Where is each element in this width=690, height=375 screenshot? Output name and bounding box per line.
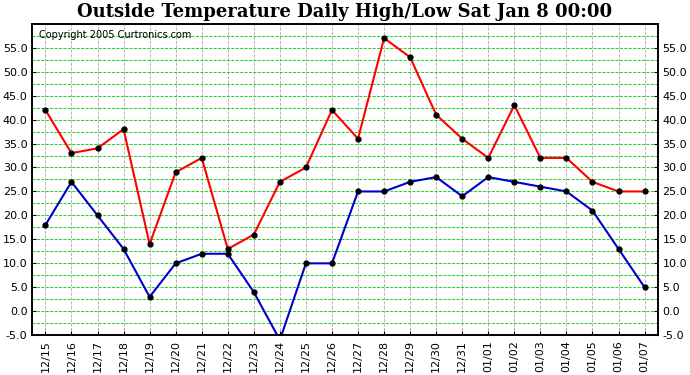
Text: Copyright 2005 Curtronics.com: Copyright 2005 Curtronics.com — [39, 30, 191, 40]
Title: Outside Temperature Daily High/Low Sat Jan 8 00:00: Outside Temperature Daily High/Low Sat J… — [77, 3, 613, 21]
